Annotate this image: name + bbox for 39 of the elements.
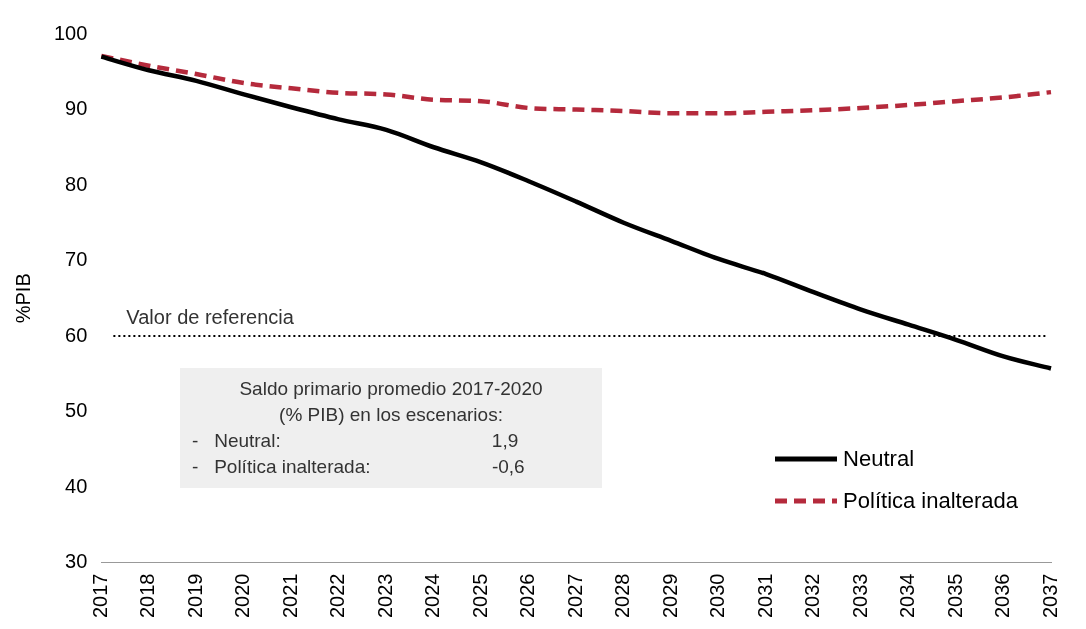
x-tick-label: 2030 [706, 573, 729, 619]
x-tick-label: 2035 [943, 573, 966, 619]
x-tick-label: 2017 [88, 573, 111, 619]
y-tick-label: 40 [65, 474, 88, 497]
x-tick-label: 2033 [848, 573, 871, 619]
x-tick-label: 2020 [231, 573, 254, 619]
y-tick-label: 50 [65, 399, 88, 422]
x-tick-label: 2037 [1038, 573, 1061, 619]
x-tick-label: 2027 [563, 573, 586, 619]
line-series [99, 53, 1054, 116]
annotation: - Neutral: 1,9 [192, 429, 520, 453]
legend-label: Política inalterada [843, 488, 1018, 514]
x-tick-label: 2032 [801, 573, 824, 619]
x-tick-label: 2028 [611, 573, 634, 619]
x-tick-label: 2019 [183, 573, 206, 619]
annotation: (% PIB) en los escenarios: [278, 403, 504, 427]
y-tick-label: 70 [65, 248, 88, 271]
y-axis-title: %PIB [11, 273, 34, 324]
x-tick-label: 2034 [896, 573, 919, 619]
x-tick-label: 2026 [516, 573, 539, 619]
x-tick-label: 2025 [468, 573, 491, 619]
line-series [99, 54, 1054, 371]
x-tick-label: 2031 [753, 573, 776, 619]
x-tick-label: 2024 [421, 573, 444, 619]
x-tick-label: 2029 [658, 573, 681, 619]
legend-label: Neutral [843, 446, 915, 472]
y-tick-label: 100 [53, 21, 88, 44]
x-tick-label: 2022 [326, 573, 349, 619]
x-tick-label: 2021 [278, 573, 301, 619]
y-tick-label: 90 [65, 97, 88, 120]
x-tick-label: 2036 [991, 573, 1014, 619]
y-tick-label: 30 [65, 550, 88, 573]
y-tick-label: 60 [65, 323, 88, 346]
x-tick-label: 2018 [136, 573, 159, 619]
x-tick-label: 2023 [373, 573, 396, 619]
ref-line-label: Valor de referencia [126, 305, 295, 328]
y-tick-label: 80 [65, 172, 88, 195]
annotation: Saldo primario promedio 2017-2020 [238, 377, 544, 401]
annotation: - Política inalterada: -0,6 [192, 455, 526, 479]
